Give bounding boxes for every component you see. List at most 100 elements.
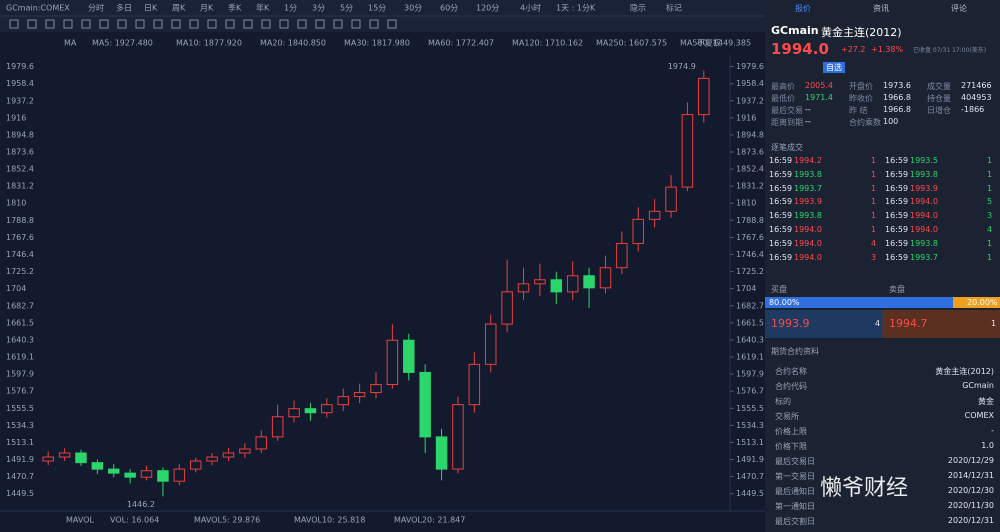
tool-icon[interactable] [189,19,199,29]
toolbar-button[interactable]: 隐示 [630,3,646,13]
candle-body [632,218,644,245]
tool-icon[interactable] [99,19,109,29]
stat-value: 271466 [961,81,992,90]
y-tick-label: 1470.7 [736,472,764,481]
trade-volume: 3 [871,252,877,262]
stat-label: 昨收价 [849,94,873,103]
tool-icon[interactable] [153,19,163,29]
tool-icon[interactable] [243,19,253,29]
y-tick-label-left: 1852.4 [6,165,34,174]
candle-body [108,468,120,474]
period-tab[interactable]: 30分 [404,4,422,13]
period-tab[interactable]: 60分 [440,4,458,13]
tool-icon[interactable] [297,19,307,29]
y-tick-label-left: 1746.4 [6,250,34,259]
trade-time: 16:59 [769,169,793,179]
stat-value: 1971.4 [805,93,833,102]
bid: 1993.9 [771,317,810,330]
change-pct: +1.38% [871,45,904,54]
trade-time: 16:59 [885,183,909,193]
panel-name: 黄金主连(2012) [821,26,902,39]
period-tab[interactable]: 5分 [340,4,353,13]
y-tick-label-left: 1597.9 [6,370,34,379]
tool-icon[interactable] [351,19,361,29]
tool-icon[interactable] [369,19,379,29]
tool-icon[interactable] [63,19,73,29]
candle-body [681,114,694,188]
y-tick-label-left: 1916 [6,113,26,122]
tool-icon[interactable] [45,19,55,29]
tool-icon[interactable] [135,19,145,29]
panel-tab[interactable]: 评论 [951,4,967,13]
period-tab[interactable]: 4小时 [520,3,541,13]
stat-value: 404953 [961,93,992,102]
panel-tab[interactable]: 报价 [795,4,811,13]
panel-tab[interactable]: 资讯 [873,4,889,13]
tool-icon[interactable] [207,19,217,29]
trade-price: 1994.0 [794,252,822,262]
trade-price: 1993.8 [794,211,822,221]
info-value: 黄金主连(2012) [935,367,994,376]
adjust[interactable]: 不复权 [697,38,721,48]
y-tick-label: 1534.3 [736,421,764,430]
y-tick-label: 1958.4 [736,79,764,88]
tool-icon[interactable] [225,19,235,29]
period-tab[interactable]: 年K [256,3,270,13]
info-value: 2020/12/31 [947,516,994,525]
trade-price: 1993.9 [910,183,938,193]
period-tab[interactable]: 1分 [284,4,297,13]
change: +27.2 [841,45,866,54]
tool-icon[interactable] [315,19,325,29]
trade-price: 1994.2 [794,156,822,165]
y-tick-label-left: 1470.7 [6,472,34,481]
period-tab[interactable]: 周K [172,4,186,13]
y-tick-label-left: 1725.2 [6,267,34,276]
period-tab[interactable]: 季K [228,3,242,13]
trade-time: 16:59 [769,183,793,193]
tool-icon[interactable] [27,19,37,29]
tool-icon[interactable] [333,19,343,29]
period-tab[interactable]: 月K [200,4,214,13]
candle-body [403,339,415,373]
tool-icon[interactable] [9,19,19,29]
y-tick-label-left: 1449.5 [6,489,34,498]
period-tab[interactable]: 120分 [476,4,499,13]
period-tab[interactable]: 多日 [116,3,132,13]
y-tick-label: 1831.2 [736,182,764,191]
y-tick-label: 1597.9 [736,370,764,379]
price-annotation: 1446.2 [127,500,155,509]
ask-size: 1 [991,319,997,328]
trade-volume: 1 [987,156,993,165]
stat-value: -1866 [961,105,985,114]
ma-value: MA10: 1877.920 [176,39,242,48]
toolbar-button[interactable]: 标记 [666,3,682,13]
period-tab[interactable]: 日K [144,4,158,13]
watch-badge[interactable]: 自选 [823,62,845,73]
y-tick-label: 1979.6 [736,62,764,71]
tool-icon[interactable] [279,19,289,29]
sell-pct: 20.00% [967,298,998,307]
stat-value: 2005.4 [805,81,833,90]
period-tab[interactable]: 分时 [88,3,104,13]
y-tick-label-left: 1704 [6,284,26,293]
tool-icon[interactable] [171,19,181,29]
trade-time: 16:59 [885,169,909,179]
stat-label: 合约乘数 [849,118,881,127]
trade-volume: 1 [987,169,993,179]
tool-icon[interactable] [81,19,91,29]
trade-price: 1993.7 [794,183,822,193]
tool-icon[interactable] [387,19,397,29]
tool-icon[interactable] [261,19,271,29]
trade-time: 16:59 [769,197,793,207]
candle-body [648,210,661,220]
tool-icon[interactable] [117,19,127,29]
period-tab[interactable]: 3分 [312,4,325,13]
period-tab[interactable]: 1天 : 1分K [556,4,596,13]
trade-price: 1994.0 [794,238,822,248]
period-tab[interactable]: 15分 [368,4,386,13]
candle-body [452,404,464,470]
y-tick-label: 1788.8 [736,216,764,225]
candle-body [468,363,481,406]
buy-pct: 80.00% [769,298,800,307]
candle-body [173,468,186,482]
